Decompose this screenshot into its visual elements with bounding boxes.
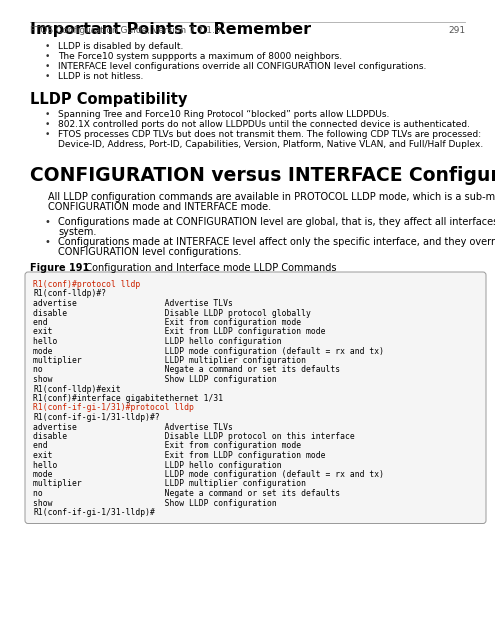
Text: CONFIGURATION mode and INTERFACE mode.: CONFIGURATION mode and INTERFACE mode. bbox=[48, 202, 271, 212]
Text: multiplier                 LLDP multiplier configuration: multiplier LLDP multiplier configuration bbox=[33, 479, 306, 488]
Text: CONFIGURATION level configurations.: CONFIGURATION level configurations. bbox=[58, 247, 242, 257]
Text: R1(conf)#interface gigabitethernet 1/31: R1(conf)#interface gigabitethernet 1/31 bbox=[33, 394, 223, 403]
Text: advertise                  Advertise TLVs: advertise Advertise TLVs bbox=[33, 422, 233, 431]
Text: LLDP is not hitless.: LLDP is not hitless. bbox=[58, 72, 144, 81]
Text: FTOS processes CDP TLVs but does not transmit them. The following CDP TLVs are p: FTOS processes CDP TLVs but does not tra… bbox=[58, 130, 481, 139]
Text: R1(conf-if-gi-1/31)#protocol lldp: R1(conf-if-gi-1/31)#protocol lldp bbox=[33, 403, 194, 413]
Text: advertise                  Advertise TLVs: advertise Advertise TLVs bbox=[33, 299, 233, 308]
Text: All LLDP configuration commands are available in PROTOCOL LLDP mode, which is a : All LLDP configuration commands are avai… bbox=[48, 192, 495, 202]
Text: 291: 291 bbox=[448, 26, 465, 35]
Text: •: • bbox=[45, 52, 50, 61]
Text: R1(conf-lldp)#exit: R1(conf-lldp)#exit bbox=[33, 385, 121, 394]
Text: show                       Show LLDP configuration: show Show LLDP configuration bbox=[33, 499, 277, 508]
FancyBboxPatch shape bbox=[25, 272, 486, 524]
Text: R1(conf)#protocol lldp: R1(conf)#protocol lldp bbox=[33, 280, 140, 289]
Text: end                        Exit from configuration mode: end Exit from configuration mode bbox=[33, 318, 301, 327]
Text: •: • bbox=[45, 120, 50, 129]
Text: show                       Show LLDP configuration: show Show LLDP configuration bbox=[33, 375, 277, 384]
Text: Spanning Tree and Force10 Ring Protocol “blocked” ports allow LLDPDUs.: Spanning Tree and Force10 Ring Protocol … bbox=[58, 110, 390, 119]
Text: R1(conf-lldp)#?: R1(conf-lldp)#? bbox=[33, 289, 106, 298]
Text: Device-ID, Address, Port-ID, Capabilities, Version, Platform, Native VLAN, and F: Device-ID, Address, Port-ID, Capabilitie… bbox=[58, 140, 483, 149]
Text: •: • bbox=[45, 237, 51, 247]
Text: exit                       Exit from LLDP configuration mode: exit Exit from LLDP configuration mode bbox=[33, 451, 326, 460]
Text: no                         Negate a command or set its defaults: no Negate a command or set its defaults bbox=[33, 489, 340, 498]
Text: Figure 191: Figure 191 bbox=[30, 263, 89, 273]
Text: end                        Exit from configuration mode: end Exit from configuration mode bbox=[33, 442, 301, 451]
Text: exit                       Exit from LLDP configuration mode: exit Exit from LLDP configuration mode bbox=[33, 328, 326, 337]
Text: •: • bbox=[45, 217, 51, 227]
Text: multiplier                 LLDP multiplier configuration: multiplier LLDP multiplier configuration bbox=[33, 356, 306, 365]
Text: R1(conf-if-gi-1/31-lldp)#?: R1(conf-if-gi-1/31-lldp)#? bbox=[33, 413, 160, 422]
Text: LLDP Compatibility: LLDP Compatibility bbox=[30, 92, 188, 107]
Text: no                         Negate a command or set its defaults: no Negate a command or set its defaults bbox=[33, 365, 340, 374]
Text: •: • bbox=[45, 42, 50, 51]
Text: system.: system. bbox=[58, 227, 97, 237]
Text: Important Points to Remember: Important Points to Remember bbox=[30, 22, 311, 37]
Text: LLDP is disabled by default.: LLDP is disabled by default. bbox=[58, 42, 183, 51]
Text: R1(conf-if-gi-1/31-lldp)#: R1(conf-if-gi-1/31-lldp)# bbox=[33, 508, 155, 517]
Text: hello                      LLDP hello configuration: hello LLDP hello configuration bbox=[33, 337, 282, 346]
Text: hello                      LLDP hello configuration: hello LLDP hello configuration bbox=[33, 461, 282, 470]
Text: 802.1X controlled ports do not allow LLDPDUs until the connected device is authe: 802.1X controlled ports do not allow LLD… bbox=[58, 120, 470, 129]
Text: Configuration and Interface mode LLDP Commands: Configuration and Interface mode LLDP Co… bbox=[76, 263, 337, 273]
Text: Configurations made at CONFIGURATION level are global, that is, they affect all : Configurations made at CONFIGURATION lev… bbox=[58, 217, 495, 227]
Text: FTOS Configuration Guide, version 7.7.1.0: FTOS Configuration Guide, version 7.7.1.… bbox=[30, 26, 221, 35]
Text: disable                    Disable LLDP protocol globally: disable Disable LLDP protocol globally bbox=[33, 308, 311, 317]
Text: Configurations made at INTERFACE level affect only the specific interface, and t: Configurations made at INTERFACE level a… bbox=[58, 237, 495, 247]
Text: INTERFACE level configurations override all CONFIGURATION level configurations.: INTERFACE level configurations override … bbox=[58, 62, 426, 71]
Text: The Force10 system suppports a maximum of 8000 neighbors.: The Force10 system suppports a maximum o… bbox=[58, 52, 342, 61]
Text: •: • bbox=[45, 130, 50, 139]
Text: •: • bbox=[45, 110, 50, 119]
Text: mode                       LLDP mode configuration (default = rx and tx): mode LLDP mode configuration (default = … bbox=[33, 470, 384, 479]
Text: CONFIGURATION versus INTERFACE Configurations: CONFIGURATION versus INTERFACE Configura… bbox=[30, 166, 495, 185]
Text: •: • bbox=[45, 72, 50, 81]
Text: mode                       LLDP mode configuration (default = rx and tx): mode LLDP mode configuration (default = … bbox=[33, 346, 384, 355]
Text: disable                    Disable LLDP protocol on this interface: disable Disable LLDP protocol on this in… bbox=[33, 432, 355, 441]
Text: •: • bbox=[45, 62, 50, 71]
